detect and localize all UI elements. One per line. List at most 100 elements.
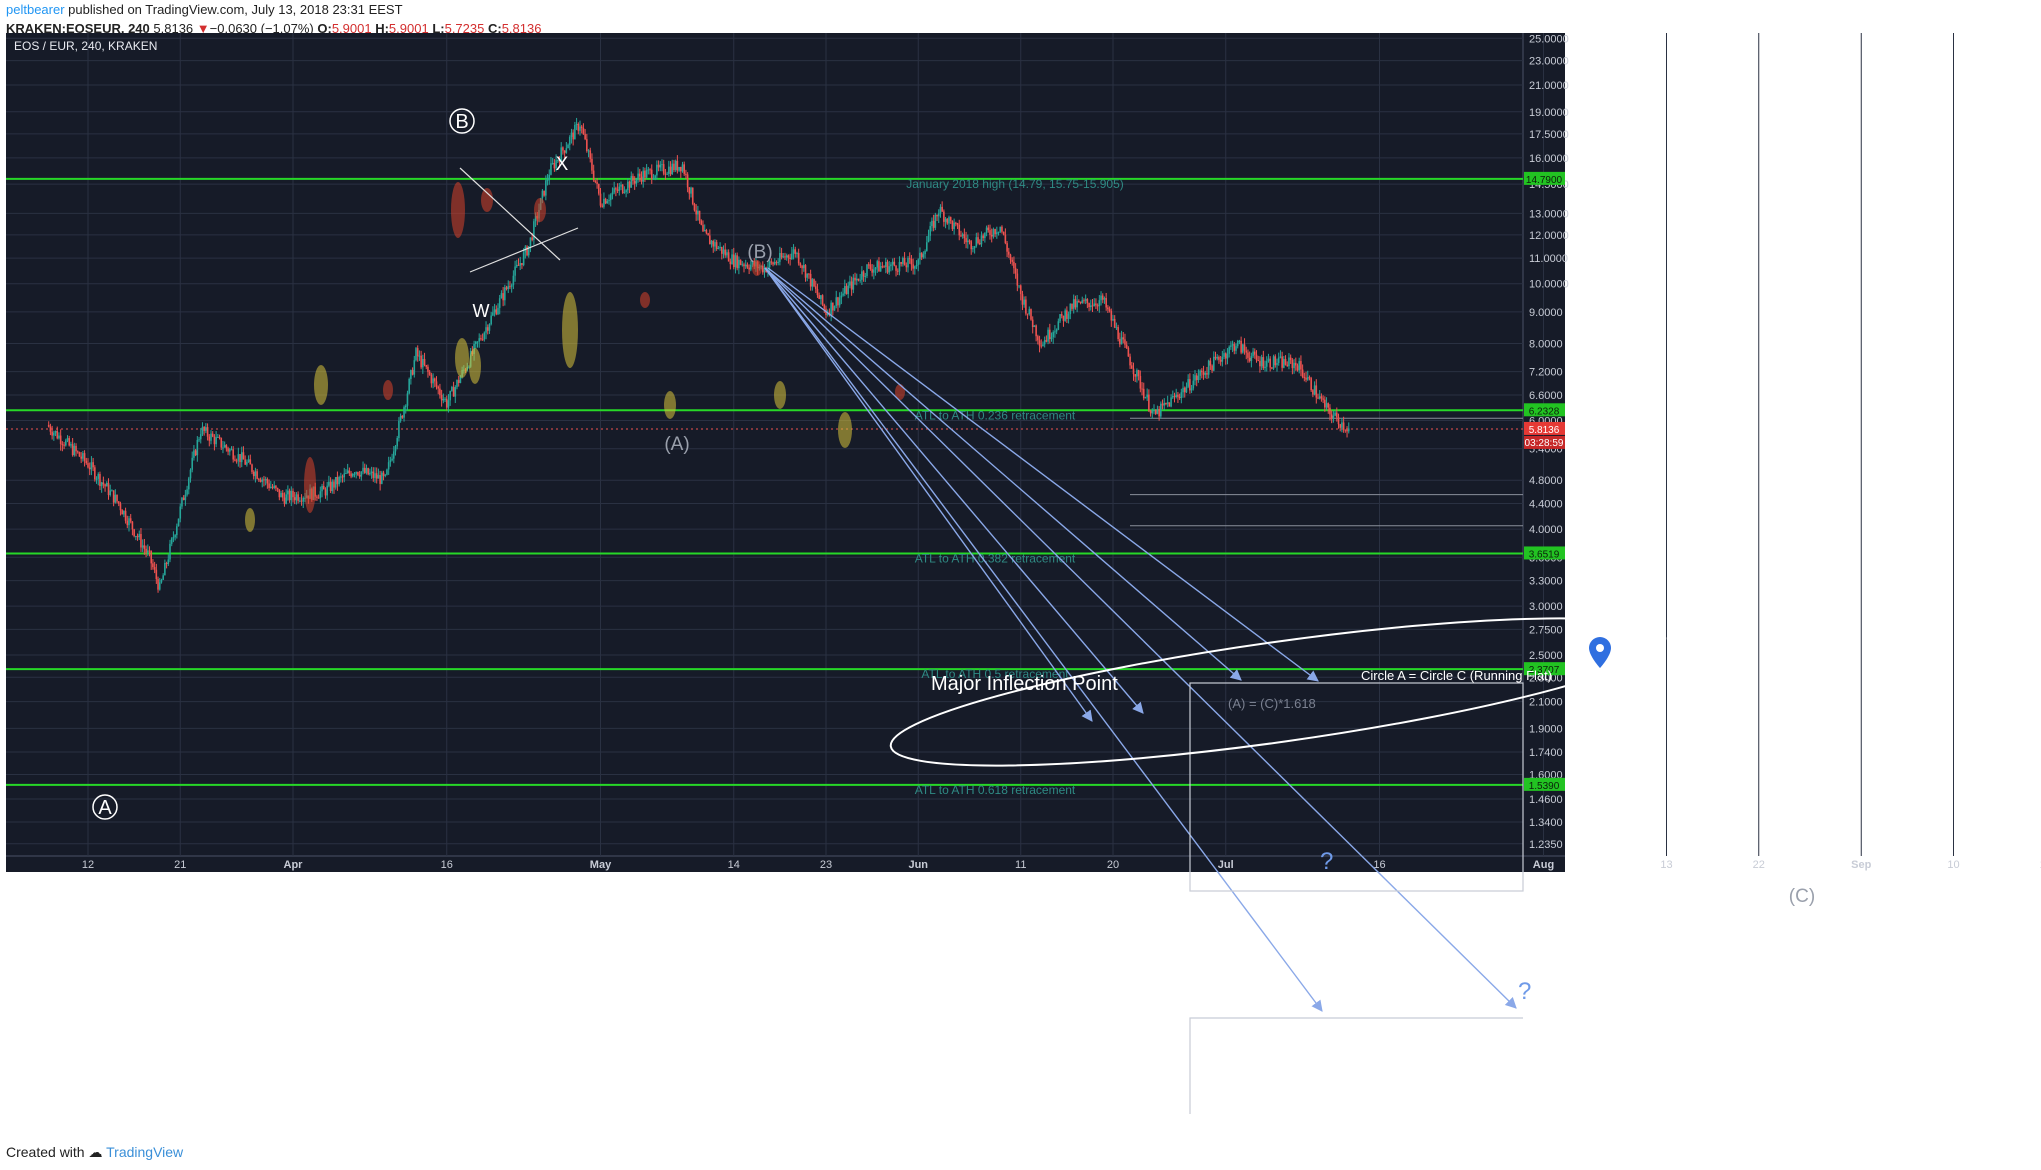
candle-body (206, 427, 209, 437)
y-tick-label: 11.0000 (1529, 253, 1568, 265)
candle-body (705, 230, 708, 234)
candle-body (362, 467, 364, 472)
y-tick-label: 2.1000 (1529, 697, 1563, 709)
candle-body (476, 341, 479, 343)
candle-body (54, 431, 57, 433)
candle-body (293, 497, 296, 501)
candle-body (66, 438, 69, 441)
candle-body (785, 255, 788, 258)
candle-body (934, 214, 937, 228)
candle-body (710, 240, 713, 245)
candle-body (907, 258, 909, 268)
level-label: January 2018 high (14.79, 15.75-15.905) (906, 177, 1124, 191)
candle-body (1265, 360, 1268, 367)
candle-body (177, 518, 180, 527)
candle-body (570, 132, 573, 138)
candle-body (772, 262, 774, 265)
candle-body (1289, 357, 1292, 360)
pivot-highlight (774, 381, 786, 409)
triangle-line (459, 167, 561, 261)
candle-body (620, 184, 622, 187)
candle-body (278, 489, 281, 498)
candle-body (1330, 414, 1333, 420)
candle-body (799, 263, 802, 266)
candle-body (225, 445, 228, 449)
candle-body (731, 254, 733, 265)
candle-body (157, 579, 159, 590)
candle-body (698, 210, 701, 221)
candle-body (826, 312, 829, 315)
candle-body (567, 144, 569, 149)
candle-body (1243, 344, 1246, 351)
candle-body (1031, 319, 1034, 328)
candle-body (944, 218, 947, 222)
candle-body (288, 490, 291, 501)
candle-body (922, 254, 925, 258)
candle-body (1171, 396, 1174, 398)
candle-body (505, 287, 508, 289)
candle-body (211, 433, 214, 437)
candle-body (989, 230, 991, 235)
candle-body (685, 173, 687, 175)
candle-body (627, 181, 629, 191)
candle-body (56, 431, 59, 439)
candle-body (649, 169, 651, 171)
candle-body (131, 521, 134, 530)
candle-body (78, 452, 81, 457)
candle-body (1259, 360, 1261, 367)
candle-body (657, 164, 660, 168)
candle-body (486, 327, 489, 331)
candle-body (1286, 364, 1289, 367)
candle-body (886, 261, 889, 273)
candle-body (560, 147, 563, 163)
candle-body (1252, 351, 1254, 357)
candle-body (854, 277, 856, 281)
candle-body (994, 229, 996, 235)
candle-body (997, 231, 1000, 233)
time-axis (6, 856, 1523, 872)
candle-body (924, 251, 926, 255)
candle-body (1277, 357, 1280, 363)
candle-body (888, 266, 891, 273)
candle-body (580, 126, 583, 129)
candle-body (791, 253, 793, 259)
candle-body (948, 217, 950, 224)
candle-body (189, 469, 192, 479)
candle-body (299, 500, 301, 502)
candle-body (852, 277, 855, 290)
candle-body (632, 175, 634, 181)
tradingview-link[interactable]: TradingView (106, 1144, 184, 1160)
candle-body (522, 252, 525, 265)
candle-body (217, 436, 219, 438)
candle-body (529, 237, 532, 247)
pivot-highlight (383, 380, 393, 400)
annotation-label: ? (1320, 848, 1333, 875)
candle-body (1001, 226, 1003, 232)
candle-body (1076, 301, 1078, 308)
level-price-tag (1524, 662, 1565, 676)
pivot-highlight (245, 508, 255, 532)
candle-body (1064, 310, 1066, 321)
wave-label: Y (1798, 934, 1811, 955)
author-link[interactable]: peltbearer (6, 2, 65, 17)
candle-body (1342, 422, 1345, 430)
candle-body (490, 315, 492, 325)
candle-body (820, 295, 822, 300)
wave-label: (B) (747, 242, 772, 263)
candle-body (240, 452, 243, 463)
ohlc-open-value: 5.9001 (331, 21, 372, 36)
y-tick-label: 19.0000 (1529, 107, 1569, 119)
candle-body (1235, 346, 1237, 351)
candle-body (1072, 299, 1075, 309)
annotation-label: Circle A = Circle C *1.382 (1553, 891, 1699, 906)
candle-body (883, 266, 885, 268)
candle-body (1173, 396, 1176, 398)
candle-body (936, 214, 938, 217)
candle-body (1006, 243, 1008, 252)
candle-body (823, 304, 826, 309)
candle-body (867, 264, 870, 266)
candle-body (787, 255, 790, 258)
candle-body (316, 496, 318, 498)
candle-body (276, 488, 279, 490)
